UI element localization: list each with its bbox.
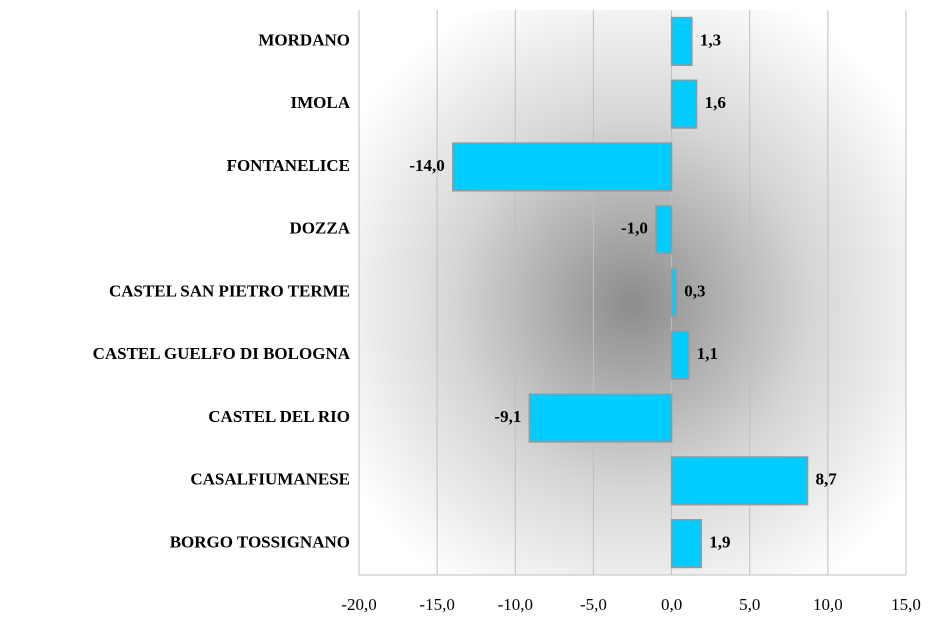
data-label: -14,0 (409, 156, 444, 175)
x-tick-label: -15,0 (419, 595, 454, 614)
y-tick-label: CASTEL GUELFO DI BOLOGNA (93, 344, 351, 363)
bar (670, 456, 809, 506)
y-tick-label: IMOLA (291, 93, 351, 112)
bar (452, 142, 673, 192)
x-tick-label: 0,0 (661, 595, 682, 614)
data-label: 0,3 (684, 281, 705, 300)
x-tick-label: -20,0 (341, 595, 376, 614)
bar (670, 330, 690, 380)
plot-background (359, 10, 906, 575)
y-tick-label: CASTEL SAN PIETRO TERME (109, 281, 350, 300)
x-tick-label: -5,0 (580, 595, 607, 614)
data-label: 1,9 (709, 533, 730, 552)
bar (655, 205, 673, 255)
data-label: -9,1 (494, 407, 521, 426)
x-tick-label: 15,0 (891, 595, 921, 614)
bar (670, 79, 698, 129)
y-tick-label: CASALFIUMANESE (190, 470, 350, 489)
x-tick-label: -10,0 (498, 595, 533, 614)
bar (670, 267, 678, 318)
y-tick-label: MORDANO (258, 30, 350, 49)
data-label: 1,6 (705, 93, 726, 112)
y-tick-label: BORGO TOSSIGNANO (170, 533, 350, 552)
data-label: 1,3 (700, 30, 721, 49)
data-label: 1,1 (697, 344, 718, 363)
y-tick-label: FONTANELICE (227, 156, 350, 175)
x-tick-label: 5,0 (739, 595, 760, 614)
x-tick-label: 10,0 (813, 595, 843, 614)
y-tick-label: CASTEL DEL RIO (208, 407, 350, 426)
bar (670, 16, 693, 66)
bar (670, 519, 703, 569)
data-label: 8,7 (816, 470, 838, 489)
y-tick-label: DOZZA (290, 219, 351, 238)
bar (528, 393, 673, 443)
data-label: -1,0 (621, 219, 648, 238)
